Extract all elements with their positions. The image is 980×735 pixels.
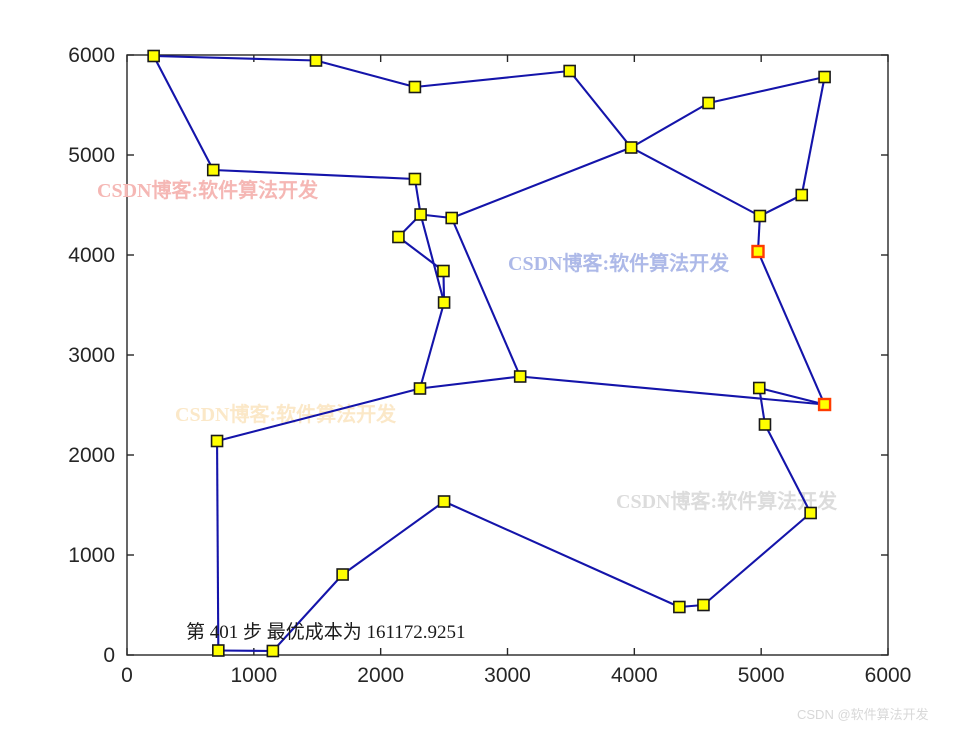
y-tick-label: 5000	[68, 144, 115, 167]
watermark-layer: CSDN博客:软件算法开发CSDN博客:软件算法开发CSDN博客:软件算法开发C…	[97, 178, 838, 513]
city-node[interactable]	[212, 644, 225, 657]
route-edge	[520, 375, 825, 406]
watermark-orange: CSDN博客:软件算法开发	[175, 402, 397, 426]
footer-watermark: CSDN @软件算法开发	[797, 707, 929, 722]
y-tick-label: 2000	[68, 444, 115, 467]
city-node[interactable]	[804, 506, 817, 520]
x-tick-label: 6000	[865, 664, 912, 687]
x-tick-label: 1000	[230, 664, 277, 687]
route-edges	[152, 54, 826, 653]
city-node[interactable]	[414, 208, 427, 221]
city-node[interactable]	[758, 418, 772, 431]
y-tick-label: 3000	[68, 344, 115, 367]
route-edge	[342, 500, 445, 576]
city-node[interactable]	[309, 54, 323, 67]
route-edge	[451, 146, 632, 219]
city-node-start[interactable]	[751, 244, 765, 259]
city-node[interactable]	[210, 434, 224, 448]
route-edge	[702, 512, 812, 606]
route-edge	[414, 69, 570, 89]
route-edge	[397, 236, 445, 272]
city-node[interactable]	[336, 568, 349, 581]
city-node-start[interactable]	[817, 397, 832, 412]
city-node[interactable]	[408, 172, 422, 186]
city-node[interactable]	[437, 264, 450, 278]
route-edge	[757, 251, 826, 405]
city-node[interactable]	[702, 96, 715, 110]
x-tick-label: 0	[121, 664, 133, 687]
y-tick-label: 4000	[68, 244, 115, 267]
city-node[interactable]	[266, 644, 280, 658]
route-edge	[272, 573, 344, 652]
y-tick-label: 6000	[68, 44, 115, 67]
route-edge	[152, 55, 215, 171]
city-node[interactable]	[697, 598, 710, 612]
route-edge	[216, 440, 220, 651]
watermark-red: CSDN博客:软件算法开发	[97, 178, 319, 202]
route-edge	[630, 102, 710, 149]
y-tick-label: 0	[103, 644, 115, 667]
watermark-blue: CSDN博客:软件算法开发	[508, 251, 730, 275]
x-tick-label: 4000	[611, 664, 658, 687]
route-edge	[759, 386, 825, 406]
city-node[interactable]	[408, 80, 422, 94]
axis-ticks: 0 1000 2000 3000 4000 5000 6000 0 1000 2000 3000 40…	[68, 44, 911, 687]
route-edge	[218, 649, 273, 653]
city-node[interactable]	[563, 64, 576, 78]
city-node[interactable]	[673, 600, 686, 614]
y-tick-label: 1000	[68, 544, 115, 567]
route-edge	[450, 217, 522, 377]
city-node[interactable]	[206, 163, 220, 177]
route-edge	[315, 59, 416, 89]
city-node[interactable]	[445, 211, 458, 225]
route-nodes	[147, 49, 832, 658]
route-edge	[419, 214, 446, 303]
route-edge	[759, 194, 803, 217]
city-node[interactable]	[753, 209, 767, 223]
x-tick-label: 5000	[738, 664, 785, 687]
x-tick-label: 2000	[357, 664, 404, 687]
city-node[interactable]	[818, 70, 831, 84]
route-edge	[764, 424, 812, 514]
route-edge	[213, 168, 415, 181]
plot-title: 第 401 步 最优成本为 161172.9251	[186, 621, 466, 643]
route-edge	[418, 302, 446, 389]
city-node[interactable]	[437, 495, 451, 508]
plot-axes-box	[126, 54, 889, 656]
route-edge	[568, 70, 632, 149]
city-node[interactable]	[147, 49, 160, 63]
route-edge	[630, 146, 761, 217]
x-tick-label: 3000	[484, 664, 531, 687]
city-node[interactable]	[624, 141, 638, 154]
route-edge	[443, 500, 680, 608]
city-node[interactable]	[795, 188, 809, 202]
city-node[interactable]	[437, 296, 451, 309]
route-edge	[708, 75, 825, 105]
city-node[interactable]	[513, 370, 527, 383]
route-edge	[153, 54, 317, 62]
city-node[interactable]	[392, 230, 405, 244]
route-edge	[216, 387, 421, 443]
city-node[interactable]	[413, 382, 427, 395]
route-edge	[419, 375, 521, 390]
route-edge	[800, 76, 826, 196]
city-node[interactable]	[752, 381, 766, 395]
